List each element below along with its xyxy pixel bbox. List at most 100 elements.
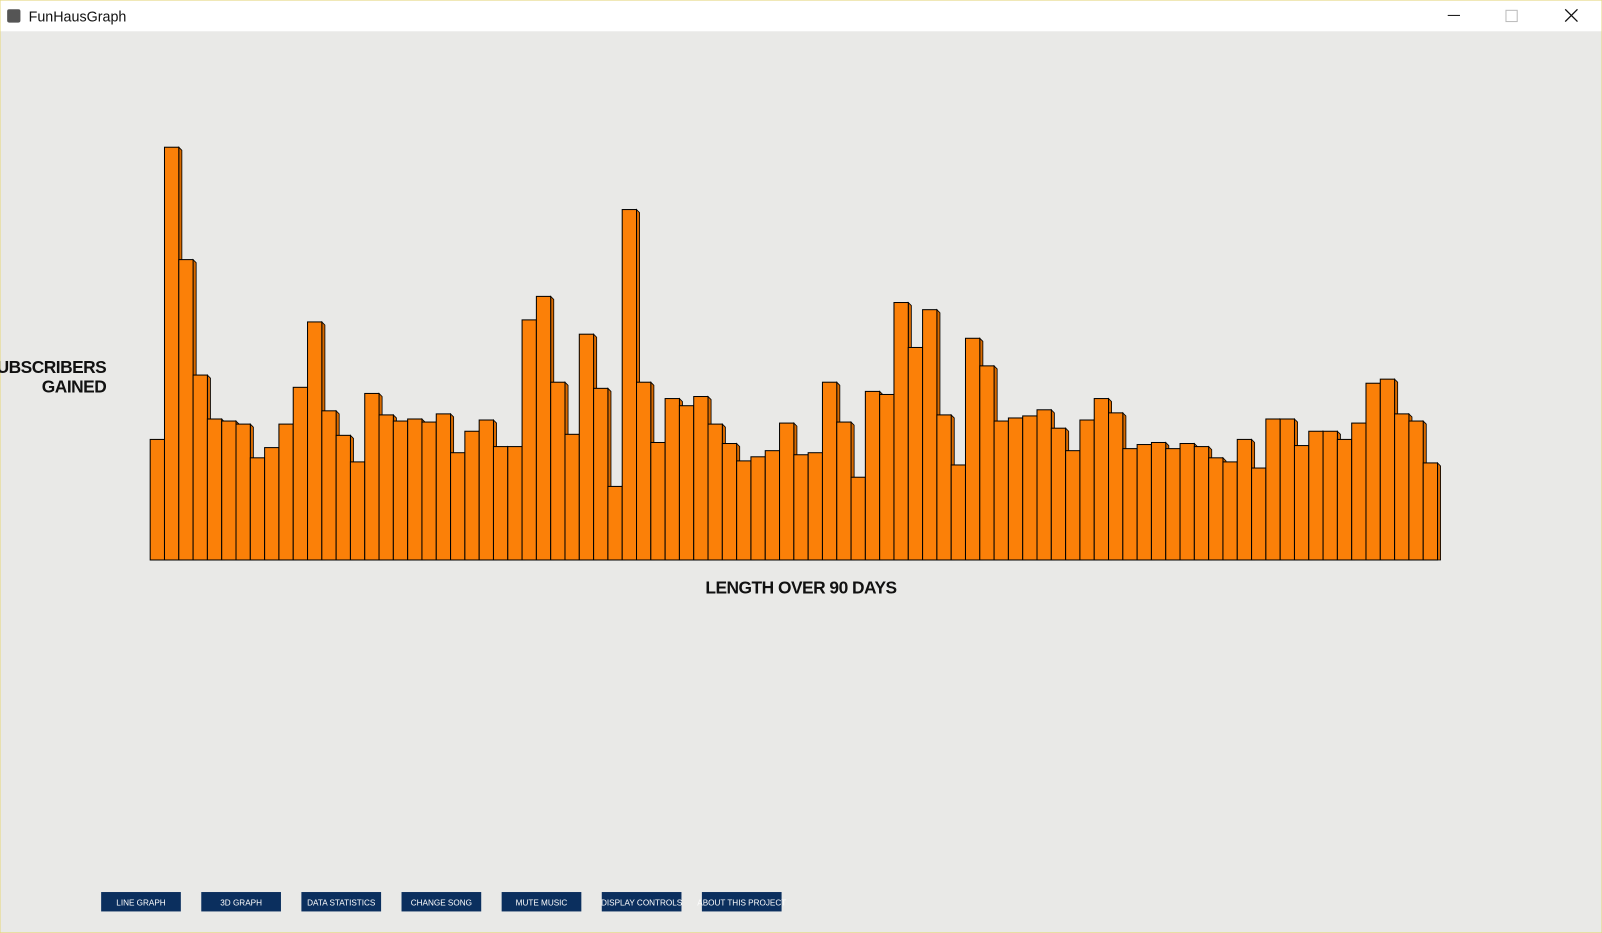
button-label: 3D GRAPH [220,898,262,907]
y-axis-label: SUBSCRIBERS [0,357,106,377]
bar [1007,417,1024,561]
button[interactable]: LINE GRAPH [101,892,181,912]
bar [1308,430,1324,561]
bar [907,346,924,561]
button-bg [601,892,682,912]
bar [1093,398,1110,561]
button-bg [701,892,782,912]
button[interactable]: DISPLAY CONTROLS [601,892,683,912]
bar [1351,422,1367,561]
button-bg [501,892,582,912]
bar [1150,441,1167,561]
bar [678,405,695,561]
bar [1422,462,1439,561]
bar [321,410,337,561]
maximize[interactable] [1505,9,1518,23]
bar [292,386,309,561]
bar [836,421,852,561]
button-label: ABOUT THIS PROJECT [697,898,786,907]
bar [736,460,752,561]
bar [249,457,266,561]
bar [950,464,967,561]
bar [364,392,380,561]
bar [392,420,409,561]
bar [979,365,995,561]
button-bg [101,892,181,912]
bar [936,414,952,561]
bar [1036,409,1052,561]
bar [635,381,652,561]
bar [807,452,823,561]
bar [621,209,638,561]
bar [593,387,609,561]
button-bg [201,892,281,912]
button-label: CHANGE SONG [411,898,472,907]
bar [535,295,552,561]
button[interactable]: CHANGE SONG [401,892,482,912]
bar [1165,448,1181,561]
bar [1050,427,1067,561]
bar [1208,457,1224,561]
bar [1193,446,1210,561]
bar [1394,413,1410,561]
bar [464,430,480,561]
bar [407,418,423,561]
button-label: LINE GRAPH [116,898,166,907]
bar [507,446,523,561]
bar [450,452,466,561]
button[interactable]: DATA STATISTICS [301,892,382,912]
bar [821,381,838,561]
bar [349,461,366,561]
button-label: DATA STATISTICS [307,898,376,907]
bar [922,309,938,561]
button-label: MUTE MUSIC [516,898,568,907]
bar [993,420,1009,561]
bar [664,398,680,561]
app-icon [7,9,21,23]
bar [750,456,766,561]
bar [421,421,437,561]
button-label: DISPLAY CONTROLS [601,898,683,907]
bar [1336,438,1353,561]
bar [335,434,351,561]
close[interactable] [1564,8,1578,23]
button-bg [401,892,482,912]
bar [264,447,280,561]
bar [879,393,895,561]
bar [893,302,909,561]
bar [221,420,237,561]
bar [564,433,580,561]
bar [163,146,180,561]
bar [478,419,494,561]
bar [1236,438,1253,561]
button-bar: LINE GRAPH 3D GRAPH DATA STATISTICS CHANGE … [101,892,786,912]
bar [864,390,881,561]
bar [1179,443,1195,561]
bar [235,423,251,561]
bar [307,321,323,561]
bar [1108,412,1124,561]
bar [764,450,781,561]
bar [779,422,795,561]
bar [550,381,566,561]
bar [650,441,666,561]
bar [964,337,981,561]
bar [1251,467,1267,561]
chart: SUBSCRIBERSGAINED LENGTH OVER 90 DAYS [0,146,1441,598]
title-bar [0,0,1602,32]
bar [206,418,223,561]
button[interactable]: ABOUT THIS PROJECT [697,892,786,912]
bar [521,319,537,561]
bar [435,413,452,561]
bar [178,259,194,561]
button[interactable]: MUTE MUSIC [501,892,582,912]
bar [1222,461,1238,561]
button[interactable]: 3D GRAPH [201,892,281,912]
bar [1365,382,1381,561]
bar [578,333,595,561]
bar [149,438,166,561]
window-title: FunHausGraph [29,10,127,26]
bar [793,454,809,561]
